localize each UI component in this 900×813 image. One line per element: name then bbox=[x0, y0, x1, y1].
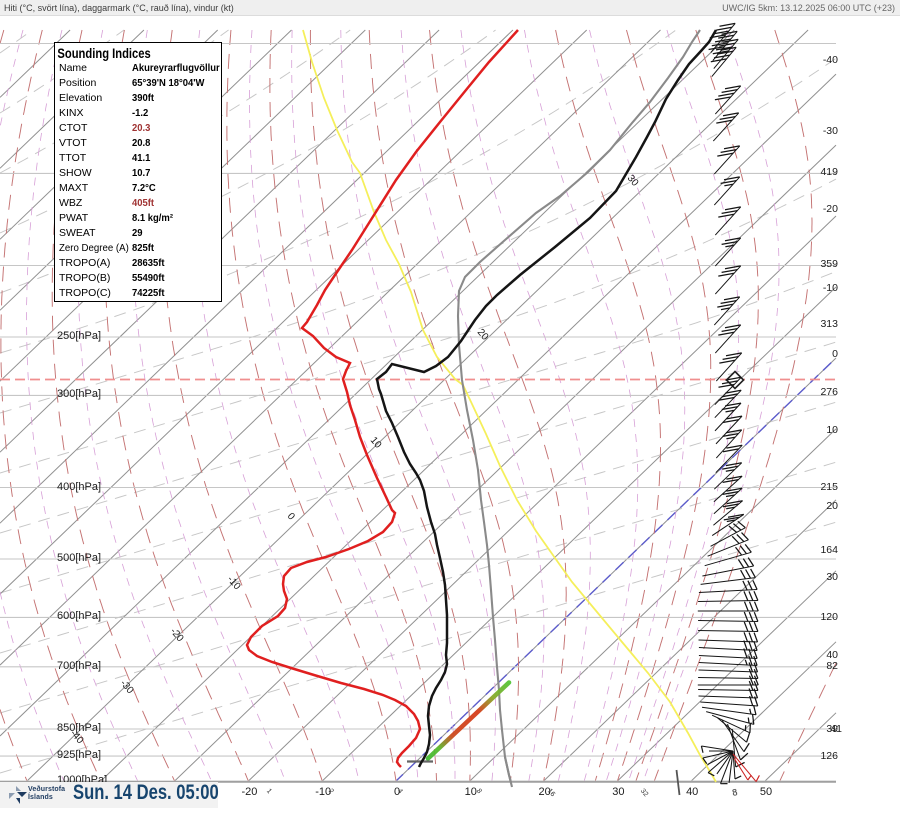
svg-text:20: 20 bbox=[475, 327, 491, 343]
svg-text:8: 8 bbox=[475, 788, 483, 796]
svg-text:4: 4 bbox=[396, 788, 404, 796]
svg-text:30: 30 bbox=[625, 173, 641, 189]
svg-text:16: 16 bbox=[546, 788, 556, 799]
svg-text:32: 32 bbox=[639, 788, 649, 799]
svg-text:10: 10 bbox=[368, 435, 384, 451]
svg-text:8: 8 bbox=[731, 787, 738, 798]
svg-text:1: 1 bbox=[265, 788, 273, 796]
svg-text:0: 0 bbox=[285, 511, 297, 523]
svg-text:-20: -20 bbox=[168, 626, 186, 644]
svg-text:2: 2 bbox=[327, 788, 335, 796]
svg-text:-30: -30 bbox=[118, 678, 136, 696]
